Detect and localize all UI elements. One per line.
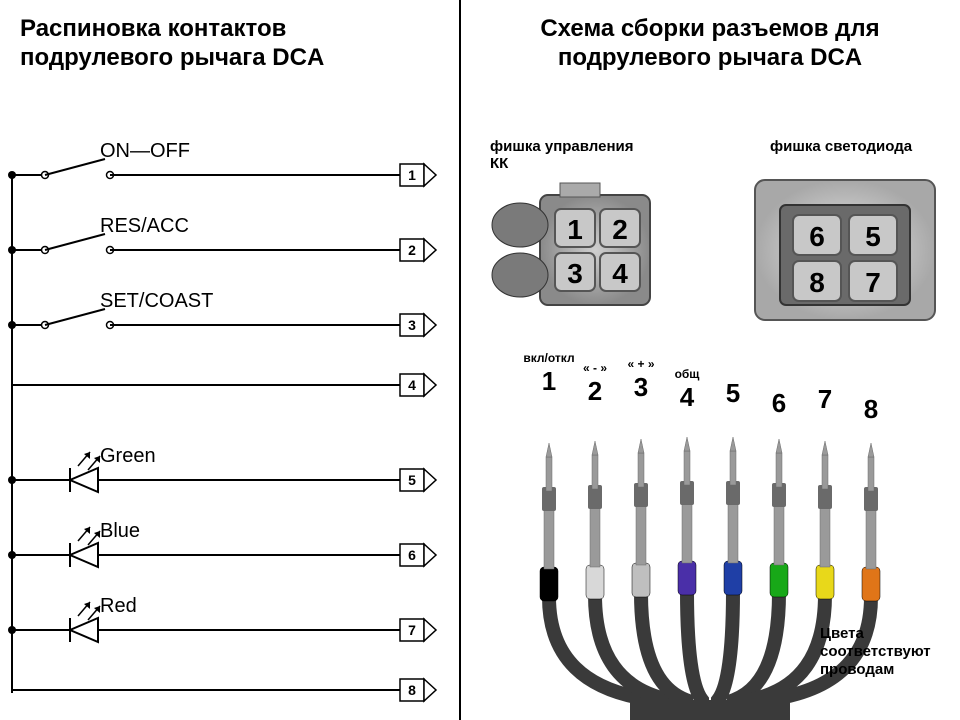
conn-a-pin-3: 3 xyxy=(567,258,583,289)
conn-a-pin-2: 2 xyxy=(612,214,628,245)
connector-a: 1 2 3 4 xyxy=(480,175,660,315)
right-panel: Схема сборки разъемов для подрулевого ры… xyxy=(460,0,960,720)
svg-text:вкл/откл: вкл/откл xyxy=(523,351,574,365)
svg-text:1: 1 xyxy=(408,167,416,183)
svg-text:« - »: « - » xyxy=(583,361,607,375)
conn-a-pin-1: 1 xyxy=(567,214,583,245)
connector-b-label: фишка светодиода xyxy=(770,138,912,155)
conn-b-pin-1: 6 xyxy=(809,221,825,252)
svg-text:7: 7 xyxy=(408,622,416,638)
svg-text:Red: Red xyxy=(100,595,137,617)
svg-text:2: 2 xyxy=(588,376,602,406)
svg-text:8: 8 xyxy=(408,682,416,698)
right-title: Схема сборки разъемов для подрулевого ры… xyxy=(470,15,950,73)
svg-text:5: 5 xyxy=(408,472,416,488)
svg-text:2: 2 xyxy=(408,242,416,258)
svg-text:3: 3 xyxy=(408,317,416,333)
svg-text:« + »: « + » xyxy=(627,357,654,371)
svg-text:4: 4 xyxy=(680,382,695,412)
svg-text:7: 7 xyxy=(818,384,832,414)
conn-b-pin-2: 5 xyxy=(865,221,881,252)
svg-text:RES/ACC: RES/ACC xyxy=(100,215,189,237)
svg-text:4: 4 xyxy=(408,377,416,393)
svg-text:5: 5 xyxy=(726,378,740,408)
connector-a-label: фишка управления КК xyxy=(490,138,650,172)
svg-text:общ: общ xyxy=(675,367,701,381)
conn-b-pin-3: 8 xyxy=(809,267,825,298)
schematic-svg: 1 ON—OFF 2 RES/ACC 3 SET/COAST 4 5 Green 6 Blue 7 Re… xyxy=(0,0,460,720)
wire-note: Цвета соответствуют проводам xyxy=(820,625,960,679)
svg-text:6: 6 xyxy=(772,388,786,418)
svg-text:SET/COAST: SET/COAST xyxy=(100,290,213,312)
svg-text:ON—OFF: ON—OFF xyxy=(100,140,190,162)
left-panel: Распиновка контактов подрулевого рычага … xyxy=(0,0,460,720)
svg-text:1: 1 xyxy=(542,366,556,396)
svg-text:6: 6 xyxy=(408,547,416,563)
conn-a-pin-4: 4 xyxy=(612,258,628,289)
svg-text:Green: Green xyxy=(100,445,156,467)
connector-b: 6 5 8 7 xyxy=(745,165,945,325)
svg-text:3: 3 xyxy=(634,372,648,402)
svg-text:Blue: Blue xyxy=(100,520,140,542)
svg-text:8: 8 xyxy=(864,394,878,424)
conn-b-pin-4: 7 xyxy=(865,267,881,298)
